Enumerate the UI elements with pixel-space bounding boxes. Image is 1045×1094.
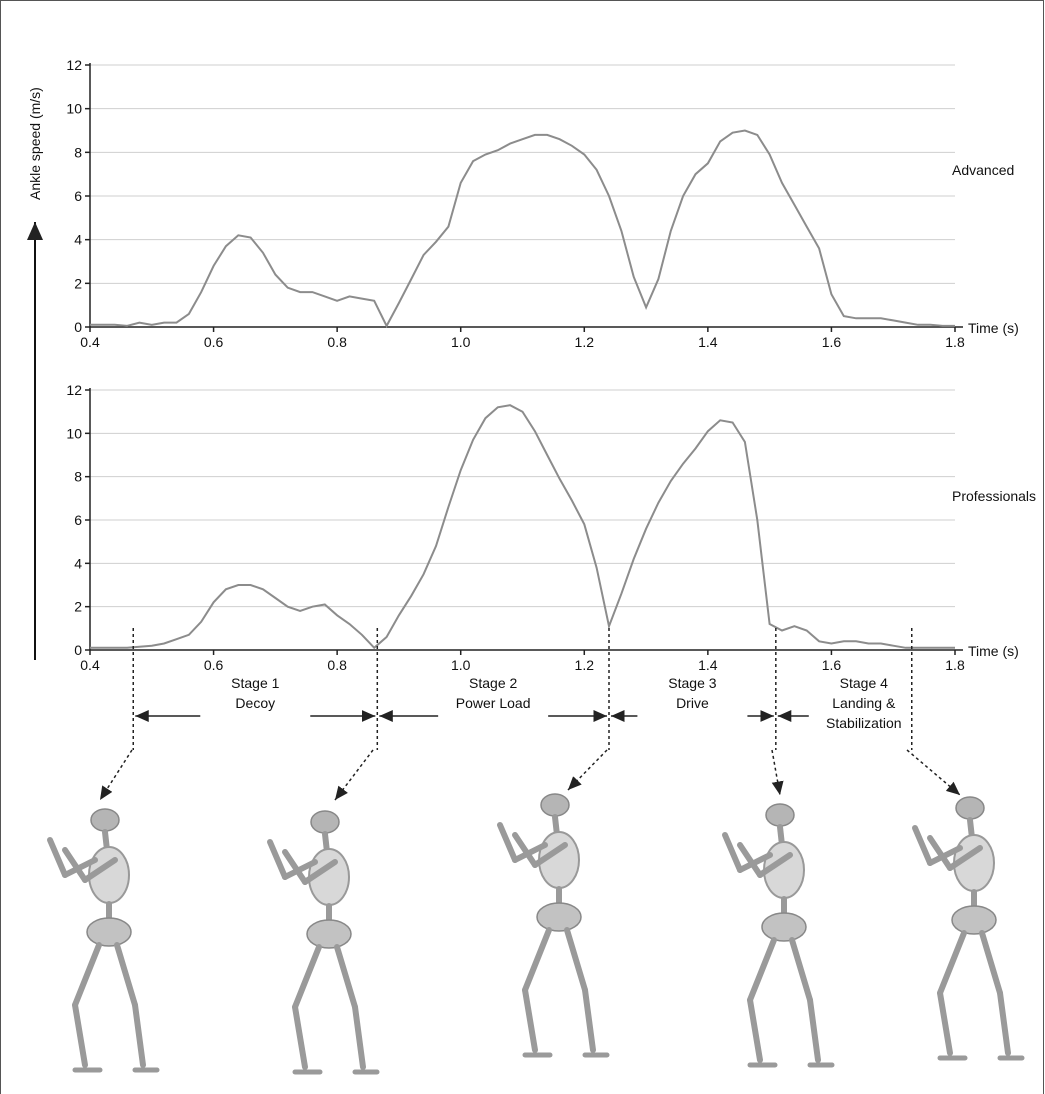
x-tick-label: 1.4 [698, 657, 718, 673]
skeleton [915, 797, 1022, 1058]
stage-label: Stage 3 [668, 675, 716, 691]
figure: Ankle speed (m/s) 0 2 4 6 8 10 12 0.4 0.6 0.8 1.0 1… [0, 0, 1045, 1094]
leader-arrow [568, 750, 607, 790]
x-tick-label: 0.4 [80, 657, 100, 673]
x-tick-label: 1.2 [575, 657, 595, 673]
y-tick-label: 12 [66, 382, 82, 398]
stage-label: Landing & [832, 695, 896, 711]
leader-arrow [772, 750, 780, 795]
skeleton [725, 804, 832, 1065]
x-tick-label: 1.8 [945, 334, 965, 350]
skeleton [270, 811, 377, 1072]
series-name: Professionals [952, 488, 1036, 504]
stage-label: Stabilization [826, 715, 902, 731]
stage-label: Stage 1 [231, 675, 279, 691]
stage-label: Decoy [235, 695, 275, 711]
y-tick-label: 2 [74, 275, 82, 291]
y-tick-label: 0 [74, 642, 82, 658]
y-tick-label: 8 [74, 469, 82, 485]
y-tick-label: 10 [66, 425, 82, 441]
y-tick-label: 10 [66, 101, 82, 117]
y-tick-label: 2 [74, 599, 82, 615]
skeleton [500, 794, 607, 1055]
y-tick-label: 8 [74, 144, 82, 160]
x-tick-label: 1.2 [575, 334, 595, 350]
y-tick-label: 6 [74, 512, 82, 528]
x-tick-label: 1.4 [698, 334, 718, 350]
frame [1, 1, 1044, 1094]
y-tick-label: 12 [66, 57, 82, 73]
y-axis-label: Ankle speed (m/s) [27, 87, 43, 200]
series-name: Advanced [952, 162, 1014, 178]
stage-label: Power Load [456, 695, 531, 711]
x-tick-label: 0.8 [327, 657, 347, 673]
x-tick-label: 0.8 [327, 334, 347, 350]
x-axis-label: Time (s) [968, 320, 1019, 336]
x-tick-label: 1.6 [822, 334, 842, 350]
y-tick-label: 4 [74, 555, 82, 571]
leader-arrow [335, 750, 373, 800]
skeleton [50, 809, 157, 1070]
x-tick-label: 0.6 [204, 334, 224, 350]
x-tick-label: 1.8 [945, 657, 965, 673]
x-tick-label: 1.0 [451, 657, 471, 673]
stage-label: Drive [676, 695, 709, 711]
x-tick-label: 0.6 [204, 657, 224, 673]
stage-label: Stage 2 [469, 675, 517, 691]
x-tick-label: 1.0 [451, 334, 471, 350]
leader-arrow [100, 750, 132, 800]
y-tick-label: 6 [74, 188, 82, 204]
x-tick-label: 0.4 [80, 334, 100, 350]
x-tick-label: 1.6 [822, 657, 842, 673]
y-tick-label: 4 [74, 232, 82, 248]
series-line [90, 405, 955, 648]
series-line [90, 131, 955, 326]
y-tick-label: 0 [74, 319, 82, 335]
stage-label: Stage 4 [840, 675, 888, 691]
x-axis-label: Time (s) [968, 643, 1019, 659]
leader-arrow [907, 750, 960, 795]
illustrations [50, 750, 1022, 1072]
